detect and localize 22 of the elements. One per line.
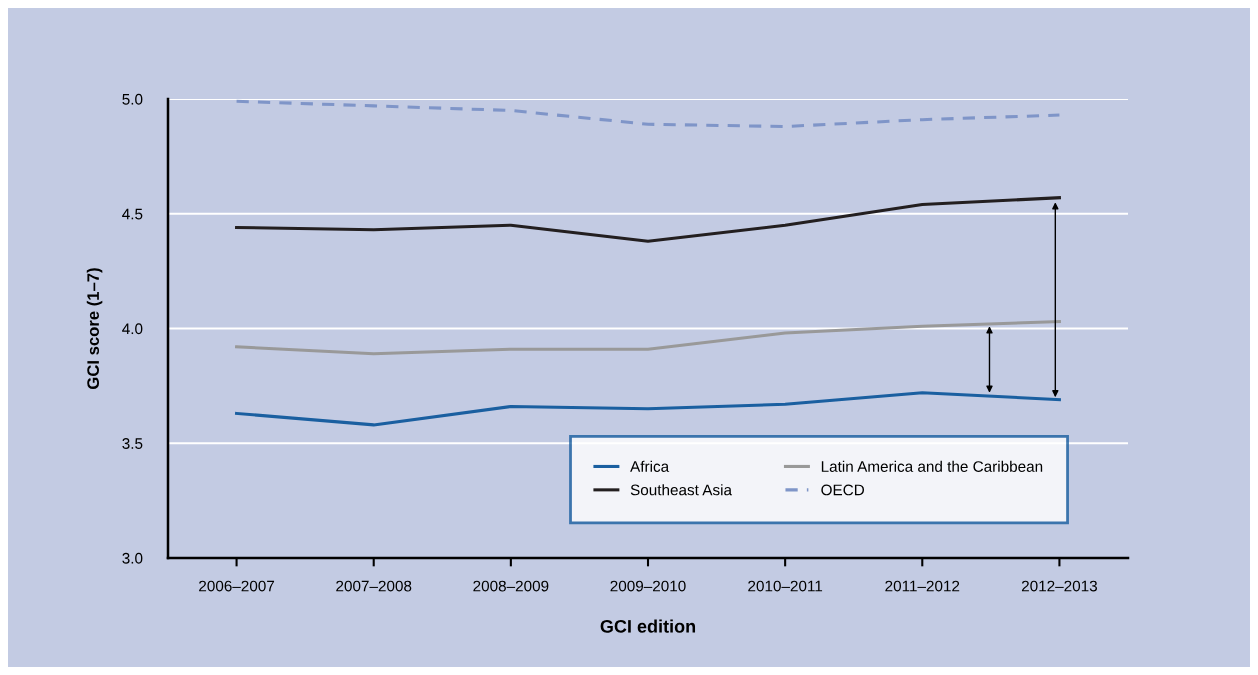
x-tick-label: 2011–2012 bbox=[885, 580, 960, 592]
y-tick-label: 4.0 bbox=[122, 323, 143, 335]
legend-label: Latin America and the Caribbean bbox=[821, 460, 1043, 472]
line-series bbox=[235, 99, 1061, 129]
y-tick-label: 5.0 bbox=[122, 93, 143, 105]
legend-label: OECD bbox=[821, 484, 865, 496]
x-axis-title: GCI edition bbox=[600, 619, 696, 633]
legend-label: Africa bbox=[630, 460, 670, 472]
y-tick-label: 3.5 bbox=[122, 438, 143, 449]
line-series bbox=[235, 320, 1061, 356]
x-tick-label: 2009–2010 bbox=[610, 580, 686, 592]
x-tick-label: 2008–2009 bbox=[473, 580, 549, 592]
y-axis-title: GCI score (1–7) bbox=[86, 268, 103, 389]
x-tick-label: 2010–2011 bbox=[748, 580, 823, 592]
y-tick-label: 4.5 bbox=[122, 208, 143, 220]
x-tick-label: 2006–2007 bbox=[199, 580, 275, 592]
x-tick-label: 2012–2013 bbox=[1021, 580, 1097, 592]
line-series bbox=[235, 196, 1061, 243]
y-tick-label: 3.0 bbox=[122, 552, 143, 564]
line-series bbox=[235, 391, 1061, 427]
x-tick-label: 2007–2008 bbox=[336, 580, 412, 592]
legend-label: Southeast Asia bbox=[630, 484, 732, 496]
